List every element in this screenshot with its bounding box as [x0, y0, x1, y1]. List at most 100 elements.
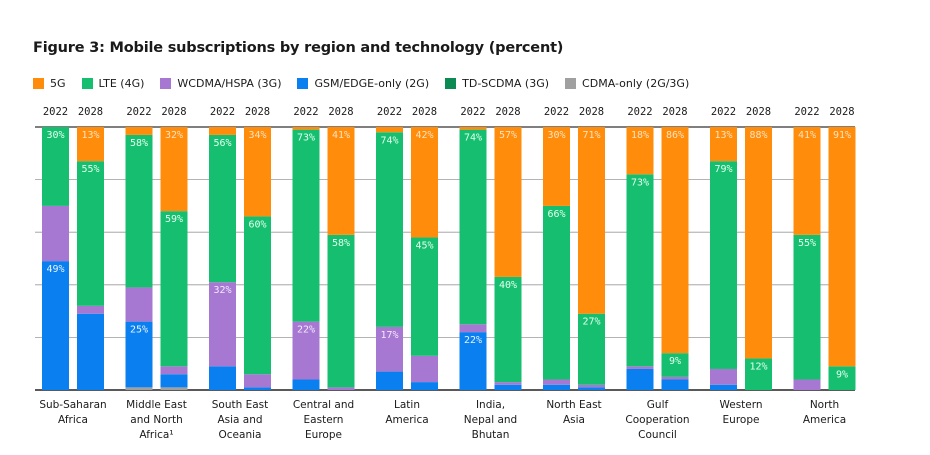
legend-label-wcdma: WCDMA/HSPA (3G) — [177, 77, 282, 90]
bar-segment-wcdma — [376, 326, 403, 372]
bar-segment-gsm — [494, 384, 522, 390]
data-label-fiveg: 34% — [248, 130, 266, 141]
category-label: Asia — [563, 414, 585, 426]
bar-segment-lte — [77, 161, 104, 306]
bar-segment-fiveg — [745, 127, 772, 359]
bar-segment-lte — [745, 358, 772, 390]
data-label-wcdma: 22% — [297, 325, 315, 336]
bar-segment-gsm — [292, 379, 320, 390]
year-label: 2022 — [627, 106, 652, 118]
legend-swatch-td — [445, 78, 457, 89]
legend-label-cdma: CDMA-only (2G/3G) — [582, 77, 690, 90]
data-label-fiveg: 91% — [833, 130, 851, 141]
data-label-fiveg: 32% — [165, 130, 183, 141]
data-label-lte: 55% — [81, 164, 99, 175]
bar-segment-lte — [244, 216, 271, 375]
bar-segment-wcdma — [42, 205, 69, 262]
bar-segment-wcdma — [292, 321, 320, 380]
data-label-fiveg: 42% — [415, 130, 433, 141]
bar-segment-lte — [292, 129, 320, 322]
year-label: 2022 — [460, 106, 485, 118]
data-label-fiveg: 88% — [749, 130, 767, 141]
bar-segment-lte — [626, 174, 654, 367]
category-label: Western — [719, 399, 762, 411]
data-label-fiveg: 13% — [714, 130, 732, 141]
legend-label-gsm: GSM/EDGE-only (2G) — [314, 77, 430, 90]
data-label-lte: 59% — [165, 214, 183, 225]
category-label: India, — [476, 399, 505, 411]
bar-segment-cdma — [125, 387, 153, 390]
data-label-lte: 73% — [631, 177, 649, 188]
bar-segment-fiveg — [160, 127, 188, 212]
category-label: North — [810, 399, 839, 411]
legend-item-wcdma: WCDMA/HSPA (3G) — [160, 77, 281, 90]
legend-swatch-gsm — [297, 78, 309, 89]
data-label-fiveg: 41% — [332, 130, 350, 141]
category-label: Latin — [394, 399, 420, 411]
data-label-gsm: 22% — [464, 335, 482, 346]
bar-segment-wcdma — [543, 379, 570, 385]
data-label-fiveg: 86% — [666, 130, 684, 141]
year-label: 2022 — [711, 106, 736, 118]
bar-segment-cdma — [160, 387, 188, 390]
year-label: 2022 — [293, 106, 318, 118]
legend-swatch-cdma — [565, 78, 577, 89]
bar-segment-fiveg — [710, 127, 737, 162]
category-label: Oceania — [219, 429, 262, 441]
bar-segment-fiveg — [578, 127, 605, 314]
bar-segment-wcdma — [209, 282, 236, 367]
category-label: Middle East — [126, 399, 187, 411]
year-label: 2028 — [78, 106, 103, 118]
data-label-lte: 9% — [669, 356, 681, 367]
bar-segment-fiveg — [376, 127, 403, 133]
year-label: 2022 — [126, 106, 151, 118]
data-label-lte: 58% — [332, 238, 350, 249]
data-label-gsm: 49% — [46, 264, 64, 275]
bar-segment-lte — [125, 134, 153, 288]
bar-segment-fiveg — [244, 127, 271, 217]
category-label: Sub-Saharan — [39, 399, 106, 411]
bar-segment-lte — [376, 132, 403, 327]
bar-segment-gsm — [411, 382, 438, 390]
category-label: South East — [212, 399, 269, 411]
bar-segment-lte — [828, 366, 856, 390]
year-label: 2028 — [245, 106, 270, 118]
bar-segment-gsm — [376, 371, 403, 390]
bar-segment-gsm — [661, 379, 689, 390]
data-label-lte: 66% — [547, 209, 565, 220]
legend-item-fiveg: 5G — [33, 77, 66, 90]
data-label-lte: 45% — [415, 240, 433, 251]
data-label-fiveg: 30% — [547, 130, 565, 141]
category-label: Cooperation — [625, 414, 689, 426]
category-label: Bhutan — [472, 429, 510, 441]
year-label: 2028 — [829, 106, 854, 118]
bar-segment-lte — [661, 353, 689, 377]
legend-label-lte: LTE (4G) — [98, 77, 145, 90]
bar-segment-fiveg — [125, 127, 153, 135]
year-label: 2022 — [794, 106, 819, 118]
year-label: 2028 — [746, 106, 771, 118]
bar-segment-fiveg — [292, 127, 320, 130]
bar-segment-gsm — [543, 384, 570, 390]
year-label: 2028 — [328, 106, 353, 118]
bar-segment-wcdma — [710, 368, 737, 385]
bar-segment-fiveg — [494, 127, 522, 277]
category-label: America — [803, 414, 846, 426]
bar-segment-gsm — [626, 368, 654, 390]
legend-label-td: TD-SCDMA (3G) — [462, 77, 550, 90]
chart-legend: 5G LTE (4G) WCDMA/HSPA (3G) GSM/EDGE-only (… — [33, 77, 705, 90]
category-label: Council — [638, 429, 677, 441]
bar-segment-fiveg — [459, 127, 487, 130]
year-label: 2028 — [579, 106, 604, 118]
bar-segment-fiveg — [793, 127, 821, 235]
category-label: North East — [546, 399, 601, 411]
bar-segment-lte — [494, 276, 522, 383]
data-label-lte: 73% — [297, 133, 315, 144]
data-label-lte: 60% — [248, 219, 266, 230]
category-label: Eastern — [304, 414, 344, 426]
bar-segment-lte — [578, 313, 605, 385]
bar-segment-lte — [42, 127, 69, 206]
bar-segment-wcdma — [661, 376, 689, 380]
data-label-fiveg: 57% — [499, 130, 517, 141]
